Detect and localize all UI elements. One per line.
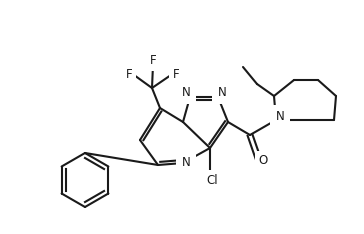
Text: F: F — [173, 67, 179, 80]
Text: O: O — [258, 154, 268, 168]
Text: Cl: Cl — [206, 173, 218, 186]
Text: N: N — [182, 157, 190, 169]
Text: F: F — [126, 67, 132, 80]
Text: N: N — [182, 85, 190, 99]
Text: F: F — [150, 55, 156, 67]
Text: N: N — [218, 85, 226, 99]
Text: N: N — [276, 110, 284, 124]
